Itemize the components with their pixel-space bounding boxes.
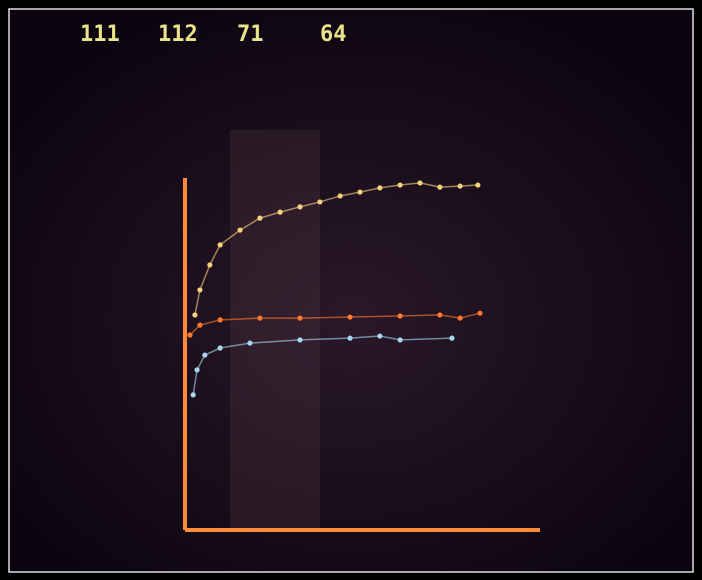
curve-point xyxy=(247,340,252,345)
readout: 112 xyxy=(158,22,198,47)
curve-point xyxy=(437,185,442,190)
curve-point xyxy=(458,315,463,320)
curve-point xyxy=(398,337,403,342)
curve-point xyxy=(347,336,352,341)
curve-point xyxy=(377,333,382,338)
curve-point xyxy=(191,392,196,397)
curve-point xyxy=(197,323,202,328)
glare xyxy=(230,130,320,530)
curve-point xyxy=(347,314,352,319)
readout: 64 xyxy=(320,22,347,47)
curve-point xyxy=(458,183,463,188)
curve-point xyxy=(237,227,242,232)
curve-point xyxy=(192,312,197,317)
curve-point xyxy=(197,287,202,292)
curve-point xyxy=(475,182,480,187)
curve-point xyxy=(297,315,302,320)
readout: 111 xyxy=(80,22,120,47)
curve-point xyxy=(202,352,207,357)
curve-point xyxy=(477,311,482,316)
curve-point xyxy=(194,367,199,372)
curve-point xyxy=(218,345,223,350)
curve-point xyxy=(257,315,262,320)
curve-point xyxy=(317,199,322,204)
curve-point xyxy=(398,182,403,187)
readout: 71 xyxy=(237,22,264,47)
curve-point xyxy=(257,216,262,221)
curve-point xyxy=(357,189,362,194)
screen: 111 112 71 64 xyxy=(0,0,702,580)
curve-point xyxy=(278,210,283,215)
display xyxy=(9,9,693,572)
curve-point xyxy=(187,332,192,337)
curve-point xyxy=(417,180,422,185)
curve-point xyxy=(338,193,343,198)
curve-point xyxy=(297,204,302,209)
curve-point xyxy=(398,313,403,318)
curve-point xyxy=(437,312,442,317)
curve-point xyxy=(377,185,382,190)
curve-point xyxy=(218,317,223,322)
curve-point xyxy=(449,336,454,341)
curve-point xyxy=(218,242,223,247)
curve-point xyxy=(207,262,212,267)
curve-point xyxy=(297,337,302,342)
